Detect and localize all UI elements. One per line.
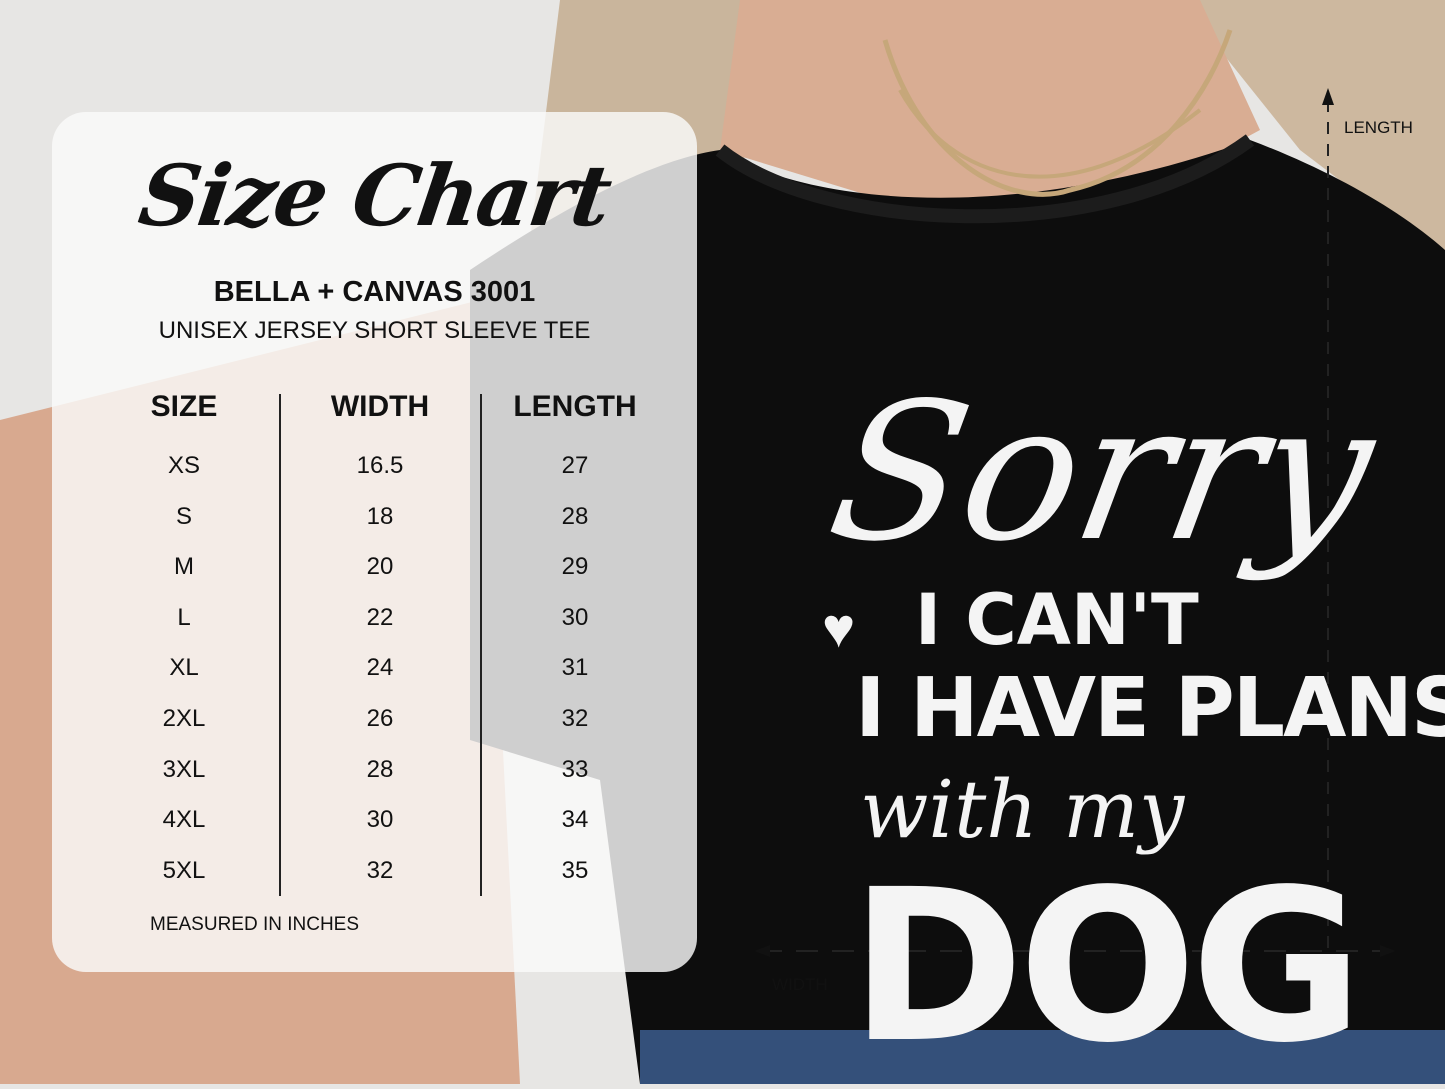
- print-i-cant: I CAN'T: [915, 579, 1199, 661]
- column-divider: [480, 394, 482, 896]
- length-dimension-label: LENGTH: [1344, 118, 1413, 137]
- column-header: LENGTH: [513, 390, 637, 423]
- width-cell: 20: [366, 553, 394, 581]
- size-cell: XS: [167, 452, 200, 479]
- width-cell: 16.5: [356, 452, 404, 479]
- print-i-have-plans: I HAVE PLANS: [855, 661, 1445, 756]
- length-cell: 27: [561, 452, 589, 479]
- print-sorry: Sorry: [816, 362, 1389, 583]
- width-cell: 30: [366, 806, 394, 834]
- length-cell: 29: [561, 553, 589, 581]
- length-cell: 34: [561, 806, 589, 834]
- size-cell: M: [174, 553, 194, 581]
- size-cell: XL: [169, 654, 199, 682]
- size-cell: 3XL: [162, 755, 206, 783]
- size-chart-panel: Size Chart BELLA + CANVAS 3001 UNISEX JE…: [52, 112, 697, 972]
- length-cell: 30: [561, 603, 589, 631]
- length-cell: 33: [561, 755, 589, 783]
- print-with-my: with my: [860, 763, 1185, 856]
- length-cell: 32: [561, 704, 589, 732]
- width-column: WIDTH 16.5 18 20 22 24 26 28 30 32: [280, 390, 480, 907]
- length-cell: 28: [561, 502, 589, 530]
- brand-model: BELLA + CANVAS 3001: [213, 276, 536, 308]
- size-cell: 4XL: [162, 806, 206, 834]
- product-subtitle: UNISEX JERSEY SHORT SLEEVE TEE: [158, 317, 591, 344]
- length-cell: 35: [561, 856, 589, 884]
- heart-paw-icon: ♥: [822, 596, 856, 659]
- size-chart-title: Size Chart: [133, 146, 616, 245]
- length-column: LENGTH 27 28 29 30 31 32 33 34 35: [475, 390, 675, 907]
- size-column: SIZE XS S M L XL 2XL 3XL 4XL 5XL: [84, 390, 284, 907]
- measurement-note: MEASURED IN INCHES: [150, 914, 360, 935]
- size-cell: L: [177, 603, 191, 631]
- print-dog: DOG: [850, 844, 1363, 1089]
- length-cell: 31: [561, 654, 589, 682]
- width-cell: 32: [366, 856, 394, 884]
- width-cell: 28: [366, 755, 394, 783]
- width-cell: 26: [366, 704, 394, 732]
- size-cell: 5XL: [162, 856, 206, 884]
- column-header: SIZE: [150, 390, 218, 423]
- width-cell: 24: [366, 654, 394, 682]
- column-header: WIDTH: [330, 390, 430, 423]
- column-divider: [279, 394, 281, 896]
- width-cell: 18: [366, 502, 394, 530]
- width-dimension-label: WIDTH: [772, 975, 828, 994]
- size-cell: 2XL: [162, 704, 206, 732]
- size-cell: S: [175, 502, 192, 530]
- width-cell: 22: [366, 603, 394, 631]
